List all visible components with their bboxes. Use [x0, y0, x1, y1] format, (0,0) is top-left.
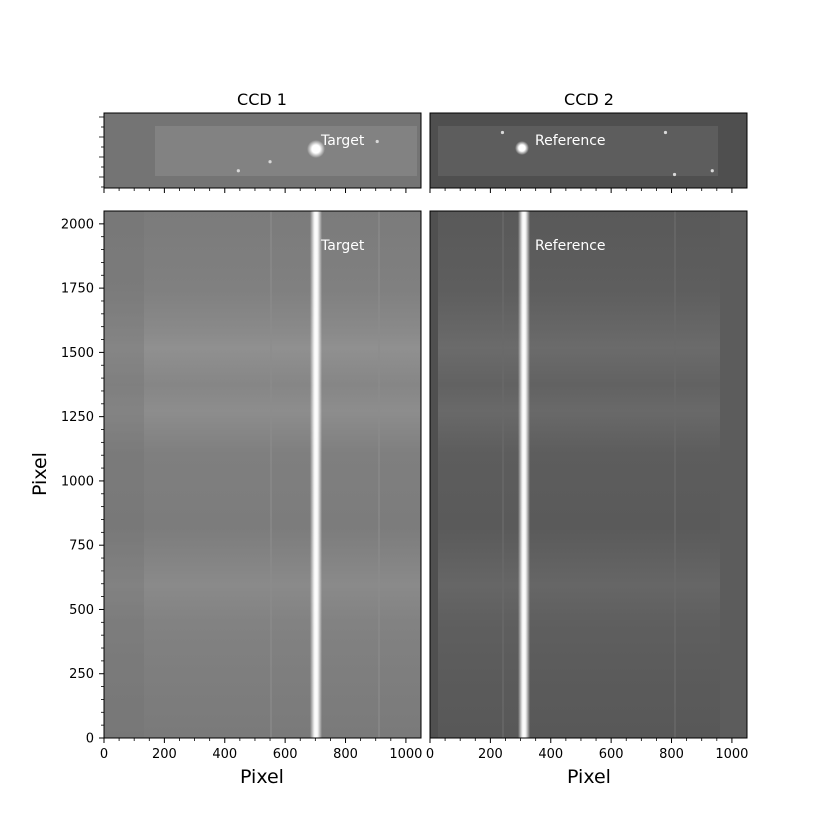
y-tick-label: 1250: [61, 410, 94, 425]
faint-star: [375, 139, 379, 144]
spectrum-ccd2: Reference: [429, 210, 748, 739]
y-tick-label: 1750: [61, 282, 94, 297]
y-axis-label: Pixel: [29, 452, 51, 496]
x-tick-label: 400: [212, 747, 237, 762]
faint-star: [672, 172, 677, 177]
reference-trace: [518, 211, 530, 738]
target-star: [307, 140, 325, 158]
x-tick-label: 0: [426, 747, 434, 762]
spectrum-label-target: Target: [320, 238, 365, 254]
spectrum-label-reference: Reference: [535, 238, 606, 254]
y-tick-label: 1500: [61, 346, 94, 361]
x-tick-label: 1000: [389, 747, 422, 762]
axes: 0 200 400 600 800 1000 0 200 400 600 800 1000 0 250 50…: [61, 116, 748, 762]
panel-title-ccd2: CCD 2: [564, 90, 614, 109]
y-tick-label: 2000: [61, 217, 94, 232]
y-tick-label: 750: [69, 539, 94, 554]
faint-star: [663, 130, 668, 135]
thumbnail-ccd1: Target: [103, 112, 422, 189]
x-axis-label-left: Pixel: [240, 766, 284, 788]
thumb-label-reference: Reference: [535, 133, 606, 149]
x-tick-label: 0: [100, 747, 108, 762]
x-tick-label: 200: [478, 747, 503, 762]
faint-star: [268, 160, 272, 164]
x-tick-label: 400: [538, 747, 563, 762]
x-tick-label: 200: [152, 747, 177, 762]
faint-star: [710, 169, 714, 173]
spectrum-ccd1: Target: [103, 210, 422, 739]
y-tick-label: 500: [69, 603, 94, 618]
y-tick-label: 1000: [61, 474, 94, 489]
x-tick-label: 800: [659, 747, 684, 762]
x-tick-label: 600: [599, 747, 624, 762]
x-axis-label-right: Pixel: [567, 766, 611, 788]
x-tick-label: 800: [333, 747, 358, 762]
thumb-label-target: Target: [320, 133, 365, 149]
reference-star: [515, 141, 529, 155]
x-tick-label: 600: [273, 747, 298, 762]
panel-title-ccd1: CCD 1: [237, 90, 287, 109]
x-tick-label: 1000: [715, 747, 748, 762]
faint-star: [500, 130, 505, 135]
thumbnail-ccd2: Reference: [429, 112, 748, 189]
faint-star: [236, 169, 240, 173]
target-trace: [310, 211, 322, 738]
y-tick-label: 250: [69, 667, 94, 682]
y-tick-label: 0: [86, 732, 94, 747]
